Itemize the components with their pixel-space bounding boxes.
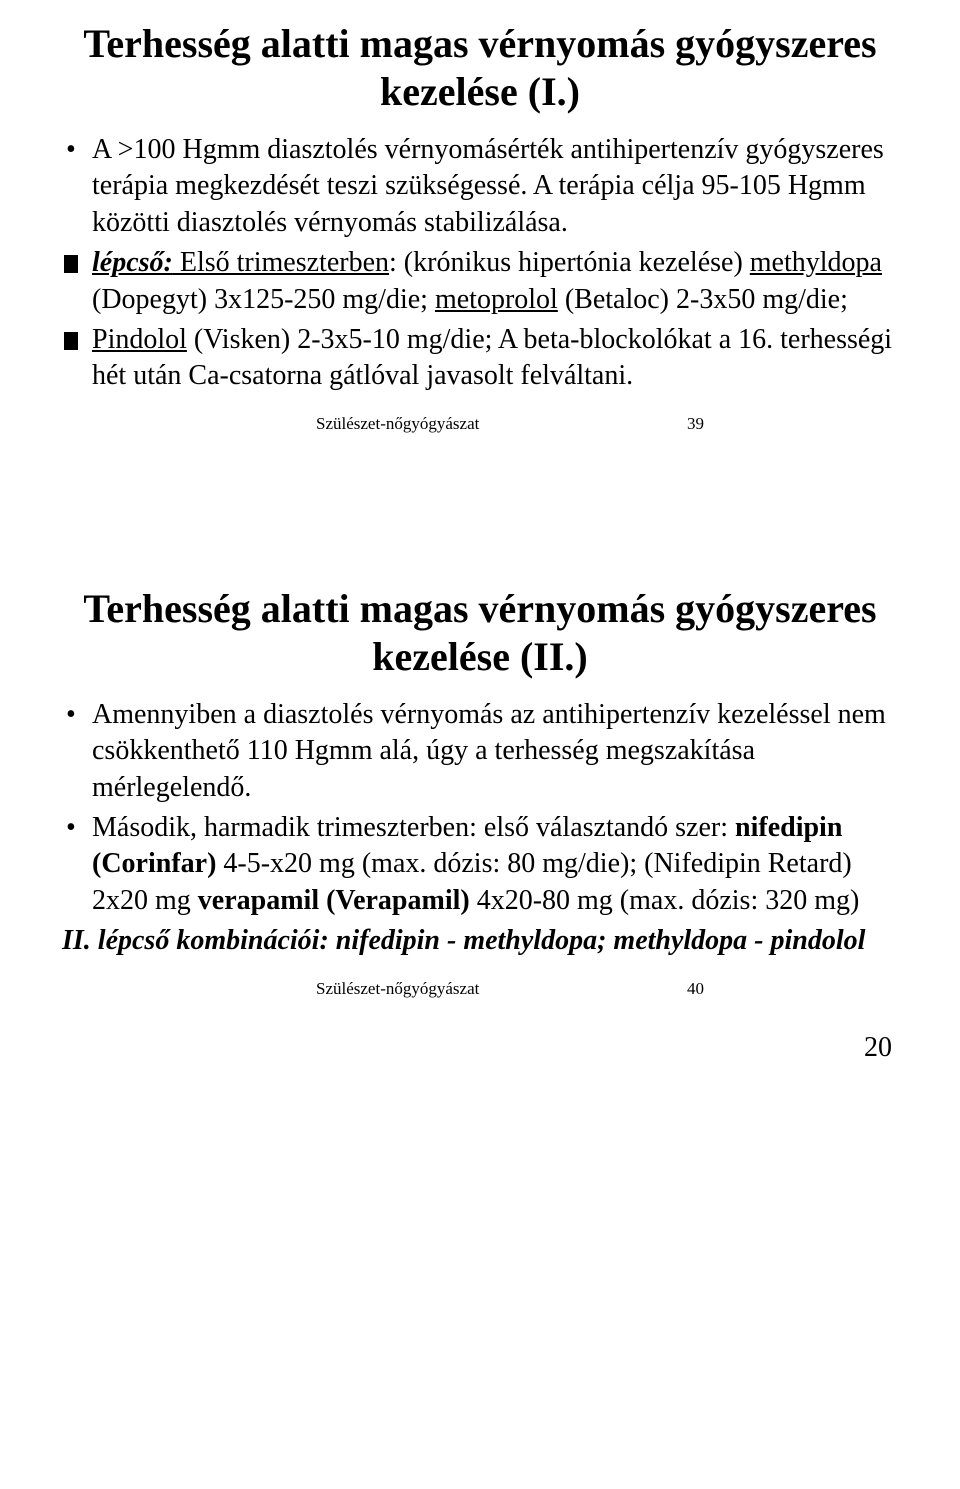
s1-b2-d: (Dopegyt) 3x125-250 mg/die; bbox=[92, 284, 435, 315]
s2-footer-label: Szülészet-nőgyógyászat bbox=[316, 978, 479, 1000]
s2-b2-a: Második, harmadik trimeszterben: első vá… bbox=[92, 812, 735, 843]
s1-b2-g: 2-3x50 mg/die; bbox=[676, 284, 848, 315]
slide1-bullets: A >100 Hgmm diasztolés vérnyomásérték an… bbox=[62, 132, 904, 395]
s1-b3-a: Pindolol bbox=[92, 324, 187, 355]
s1-b1-text: A >100 Hgmm diasztolés vérnyomásérték an… bbox=[92, 134, 884, 238]
slide2-title: Terhesség alatti magas vérnyomás gyógysz… bbox=[56, 585, 904, 681]
s2-bullet-1: Amennyiben a diasztolés vérnyomás az ant… bbox=[62, 697, 904, 806]
s1-bullet-1: A >100 Hgmm diasztolés vérnyomásérték an… bbox=[62, 132, 904, 241]
slide2-bullets: Amennyiben a diasztolés vérnyomás az ant… bbox=[62, 697, 904, 960]
s2-b2-d: verapamil (Verapamil) bbox=[198, 885, 477, 916]
s1-footer-num: 39 bbox=[687, 413, 704, 435]
s1-footer-label: Szülészet-nőgyógyászat bbox=[316, 413, 479, 435]
s1-b3-b: (Visken) 2-3x5-10 mg/die; A beta-blockol… bbox=[92, 324, 892, 391]
s1-bullet-2: lépcső: Első trimeszterben: (krónikus hi… bbox=[62, 245, 904, 318]
s1-b2-c: methyldopa bbox=[750, 247, 882, 278]
slide1-footer: Szülészet-nőgyógyászat 39 bbox=[56, 413, 904, 435]
s2-bullet-2: Második, harmadik trimeszterben: első vá… bbox=[62, 810, 904, 919]
s1-b2-a: Első trimeszterben bbox=[173, 247, 389, 278]
s2-b1-text: Amennyiben a diasztolés vérnyomás az ant… bbox=[92, 699, 886, 803]
s2-b3-a: II. lépcső kombinációi: nifedipin - meth… bbox=[62, 925, 865, 956]
slide1-title: Terhesség alatti magas vérnyomás gyógysz… bbox=[56, 20, 904, 116]
s1-b2-b: : (krónikus hipertónia kezelése) bbox=[389, 247, 750, 278]
s2-footer-num: 40 bbox=[687, 978, 704, 1000]
s1-b2-e: metoprolol bbox=[435, 284, 558, 315]
s1-bullet-3: Pindolol (Visken) 2-3x5-10 mg/die; A bet… bbox=[62, 322, 904, 395]
s2-bullet-3: II. lépcső kombinációi: nifedipin - meth… bbox=[62, 923, 904, 959]
slide2-footer: Szülészet-nőgyógyászat 40 bbox=[56, 978, 904, 1000]
s2-b2-e: 4x20-80 mg (max. dózis: 320 mg) bbox=[477, 885, 860, 916]
s1-b2-pre: lépcső: bbox=[92, 247, 173, 278]
s1-b2-f: (Betaloc) bbox=[558, 284, 676, 315]
page-number: 20 bbox=[56, 1030, 904, 1066]
